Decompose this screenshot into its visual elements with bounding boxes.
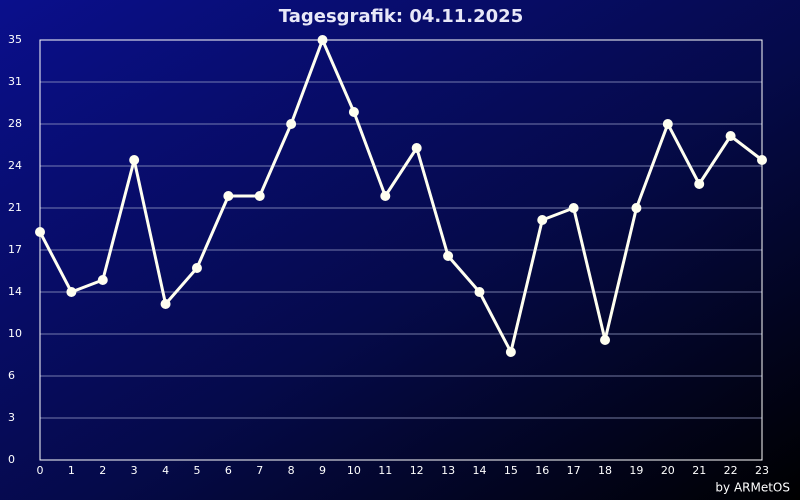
chart-title: Tagesgrafik: 04.11.2025 <box>279 6 523 27</box>
data-point <box>254 191 265 201</box>
credit: by ARMetOS <box>715 481 790 495</box>
data-point <box>757 155 767 165</box>
x-tick-label: 9 <box>319 464 326 477</box>
x-tick-label: 6 <box>225 464 232 477</box>
data-point <box>160 299 171 309</box>
x-tick-label: 8 <box>288 464 295 477</box>
y-tick-label: 14 <box>8 285 22 298</box>
x-tick-label: 2 <box>99 464 106 477</box>
y-tick-label: 31 <box>8 75 22 88</box>
data-point <box>380 191 391 201</box>
data-point <box>35 227 45 237</box>
data-point <box>694 179 705 189</box>
x-tick-label: 4 <box>162 464 169 477</box>
y-tick-label: 0 <box>8 453 15 466</box>
data-point <box>443 251 454 261</box>
data-point <box>662 119 673 129</box>
data-point <box>411 143 422 153</box>
y-tick-label: 21 <box>8 201 22 214</box>
data-point <box>568 203 579 213</box>
plot-border <box>39 39 763 461</box>
x-tick-label: 13 <box>441 464 455 477</box>
x-tick-label: 18 <box>598 464 612 477</box>
x-tick-label: 16 <box>535 464 549 477</box>
data-point <box>600 335 611 345</box>
x-tick-label: 1 <box>68 464 75 477</box>
x-tick-label: 10 <box>347 464 361 477</box>
x-tick-label: 11 <box>378 464 392 477</box>
x-tick-label: 17 <box>567 464 581 477</box>
data-point <box>474 287 485 297</box>
y-tick-label: 10 <box>8 327 22 340</box>
x-tick-label: 15 <box>504 464 518 477</box>
y-tick-label: 28 <box>8 117 22 130</box>
data-point <box>348 107 359 117</box>
y-tick-label: 35 <box>8 33 22 46</box>
x-tick-label: 5 <box>193 464 200 477</box>
y-tick-label: 6 <box>8 369 15 382</box>
y-tick-label: 24 <box>8 159 22 172</box>
data-point <box>317 35 328 45</box>
x-tick-label: 3 <box>131 464 138 477</box>
data-point <box>97 275 108 285</box>
data-point <box>725 131 736 141</box>
x-tick-label: 0 <box>37 464 44 477</box>
data-point <box>223 191 234 201</box>
series-line <box>38 38 763 354</box>
y-tick-label: 3 <box>8 411 15 424</box>
x-tick-label: 23 <box>755 464 769 477</box>
x-tick-label: 22 <box>724 464 738 477</box>
y-tick-label: 17 <box>8 243 22 256</box>
x-tick-label: 21 <box>692 464 706 477</box>
x-tick-label: 20 <box>661 464 675 477</box>
data-point <box>286 119 297 129</box>
data-point <box>66 287 77 297</box>
x-tick-label: 7 <box>256 464 263 477</box>
x-tick-label: 19 <box>629 464 643 477</box>
data-point <box>505 347 516 357</box>
data-point <box>191 263 202 273</box>
data-point <box>129 155 140 165</box>
data-point <box>537 215 548 225</box>
data-point <box>631 203 642 213</box>
x-tick-label: 14 <box>472 464 486 477</box>
x-tick-label: 12 <box>410 464 424 477</box>
